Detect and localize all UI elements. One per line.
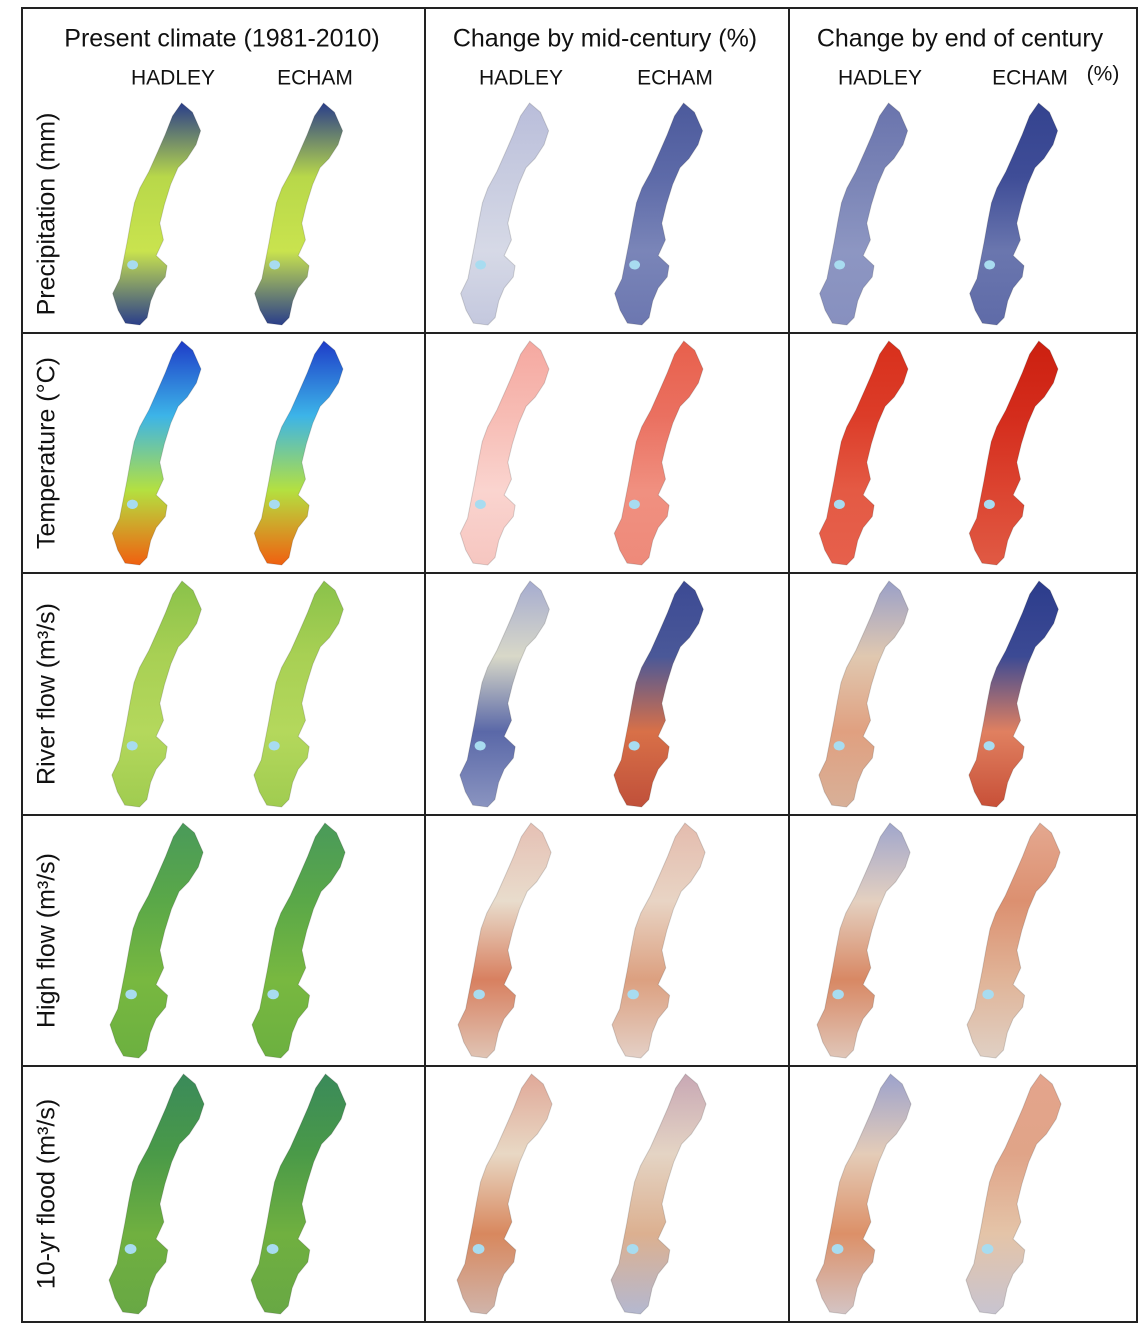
lake xyxy=(984,260,995,269)
column-title: Change by mid-century (%) xyxy=(453,25,757,53)
lake xyxy=(269,500,280,509)
lake xyxy=(982,989,994,999)
lake xyxy=(629,500,640,509)
sweden-map xyxy=(967,823,1060,1058)
sweden-map xyxy=(969,581,1059,807)
sweden-map xyxy=(614,341,703,565)
lake xyxy=(629,741,640,750)
sweden-map xyxy=(252,823,345,1058)
sweden-map xyxy=(612,823,705,1058)
lake xyxy=(267,989,279,999)
model-label: HADLEY xyxy=(479,67,563,90)
model-label: HADLEY xyxy=(131,67,215,90)
sweden-map xyxy=(614,581,704,807)
sweden-map xyxy=(113,103,201,325)
sweden-map xyxy=(251,1074,346,1314)
lake xyxy=(475,741,486,750)
sweden-map xyxy=(109,1074,204,1314)
lake xyxy=(834,500,845,509)
sweden-map xyxy=(254,581,344,807)
lake xyxy=(125,989,137,999)
lake xyxy=(269,741,280,750)
lake xyxy=(127,260,138,269)
lake xyxy=(832,989,844,999)
lake xyxy=(834,260,845,269)
lake xyxy=(475,500,486,509)
model-label: ECHAM xyxy=(277,67,353,90)
sweden-map xyxy=(611,1074,706,1314)
lake xyxy=(473,989,485,999)
lake xyxy=(127,500,138,509)
sweden-map xyxy=(458,823,551,1058)
lake xyxy=(127,741,138,750)
row-label: Temperature (°C) xyxy=(33,357,61,549)
column-title: Present climate (1981-2010) xyxy=(64,25,379,53)
model-label: HADLEY xyxy=(838,67,922,90)
column-title: Change by end of century xyxy=(817,25,1104,53)
sweden-map xyxy=(110,823,203,1058)
sweden-map xyxy=(970,103,1058,325)
sweden-map xyxy=(819,341,908,565)
model-label: ECHAM xyxy=(637,67,713,90)
lake xyxy=(834,741,845,750)
lake xyxy=(267,1244,279,1254)
sweden-map xyxy=(457,1074,552,1314)
lake xyxy=(627,989,639,999)
lake xyxy=(269,260,280,269)
row-label: High flow (m³/s) xyxy=(33,853,61,1028)
sweden-map xyxy=(816,1074,911,1314)
lake xyxy=(627,1244,639,1254)
sweden-map xyxy=(966,1074,1061,1314)
lake xyxy=(473,1244,485,1254)
sweden-map xyxy=(460,341,549,565)
sweden-map xyxy=(820,103,908,325)
sweden-map xyxy=(255,103,343,325)
lake xyxy=(832,1244,844,1254)
sweden-map xyxy=(819,581,909,807)
sweden-map xyxy=(615,103,703,325)
unit-label: (%) xyxy=(1087,63,1120,86)
lake xyxy=(984,741,995,750)
sweden-map xyxy=(112,341,201,565)
sweden-map xyxy=(460,581,550,807)
model-label: ECHAM xyxy=(992,67,1068,90)
sweden-map xyxy=(254,341,343,565)
figure: Present climate (1981-2010) HADLEY ECHAM Ch… xyxy=(0,0,1139,1326)
sweden-map xyxy=(461,103,549,325)
lake xyxy=(984,500,995,509)
row-label: 10-yr flood (m³/s) xyxy=(33,1099,61,1289)
lake xyxy=(982,1244,994,1254)
row-label: Precipitation (mm) xyxy=(33,113,61,316)
sweden-map xyxy=(969,341,1058,565)
lake xyxy=(629,260,640,269)
row-label: River flow (m³/s) xyxy=(33,603,61,785)
sweden-map xyxy=(112,581,202,807)
lake xyxy=(475,260,486,269)
lake xyxy=(125,1244,137,1254)
sweden-map xyxy=(817,823,910,1058)
